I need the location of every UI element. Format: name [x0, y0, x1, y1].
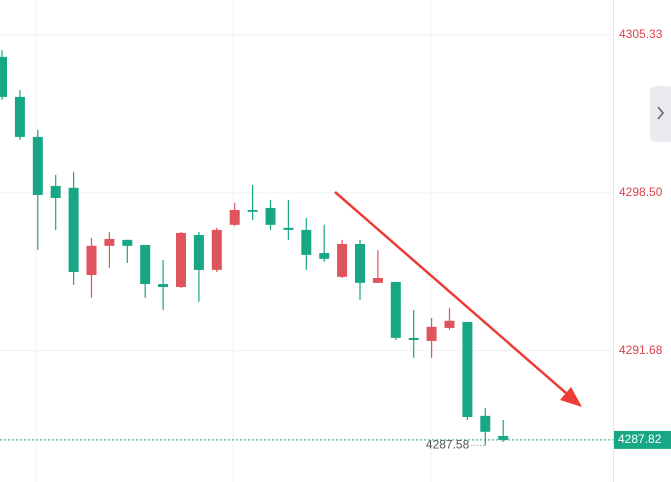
candle-body	[122, 239, 133, 246]
candle-body	[193, 234, 204, 270]
last-price-box	[614, 430, 671, 449]
candle-body	[0, 56, 7, 97]
candle-body	[426, 326, 437, 341]
candle-body	[355, 244, 365, 283]
candle-body	[283, 227, 294, 230]
candle-body	[480, 415, 491, 432]
low-annotation: 4287.58	[426, 438, 470, 452]
candle-body	[176, 232, 186, 288]
expand-button[interactable]	[650, 86, 671, 142]
arrow-line	[334, 191, 567, 394]
candle-body	[337, 244, 348, 277]
candle-body	[265, 207, 276, 225]
plot: 4305.33 4298.50 4291.68 4287.82 4287.58	[0, 27, 671, 452]
candle-body	[390, 281, 401, 338]
y-tick-label: 4291.68	[619, 343, 663, 357]
candle-body	[498, 435, 509, 440]
candle-body	[32, 136, 43, 195]
y-tick-label: 4305.33	[619, 27, 663, 41]
candle-body	[301, 229, 312, 255]
candle-body	[372, 278, 383, 283]
expand-tab[interactable]	[650, 86, 671, 142]
candle-body	[211, 229, 222, 270]
candle-body	[319, 253, 330, 259]
vertical-grid	[35, 0, 432, 482]
candle-body	[50, 185, 61, 198]
candle-body	[444, 320, 455, 328]
trend-arrow	[334, 191, 582, 407]
arrow-head	[560, 387, 582, 407]
candle-body	[68, 187, 79, 272]
candle-body	[158, 284, 169, 288]
candle-body	[408, 337, 419, 340]
candle-body	[229, 210, 240, 225]
candle-body	[247, 210, 258, 212]
candle-body	[14, 96, 25, 137]
last-price-label: 4287.82	[618, 432, 662, 446]
candle-body	[140, 244, 151, 285]
candle-body	[462, 321, 473, 418]
y-tick-label: 4298.50	[619, 185, 663, 199]
candle-body	[104, 238, 115, 246]
chevron	[657, 106, 665, 120]
candle-body	[86, 245, 97, 275]
